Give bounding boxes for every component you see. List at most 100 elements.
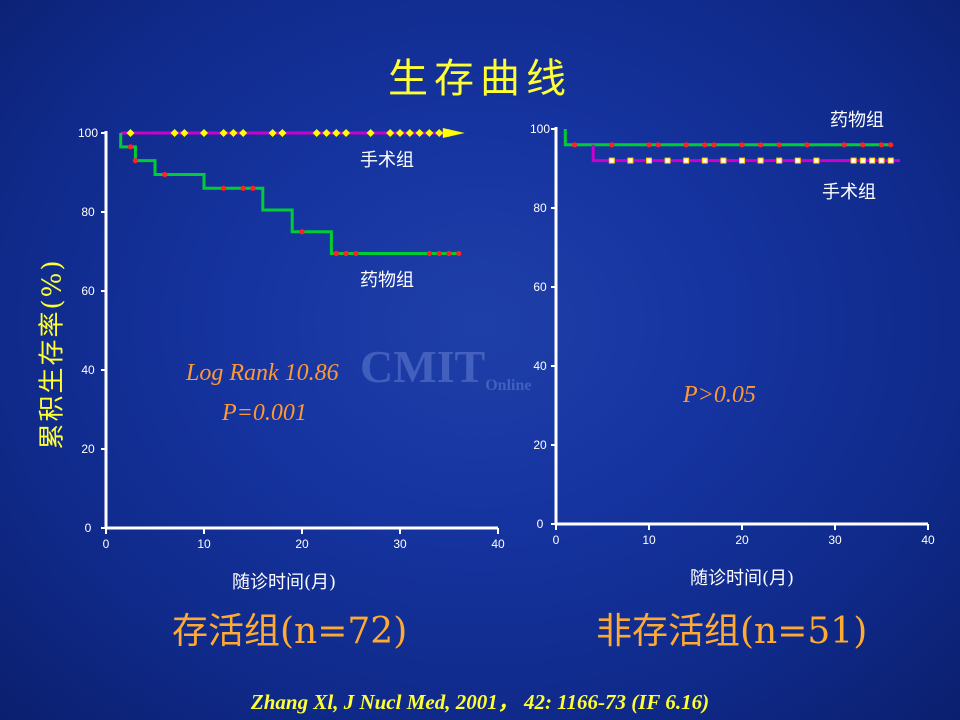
right-censor-mark: [702, 142, 708, 148]
right-censor-mark: [683, 142, 689, 148]
right-censor-mark: [813, 157, 820, 164]
right-censor-mark: [804, 142, 810, 148]
right-censor-mark: [859, 157, 866, 164]
right-censor-mark: [776, 142, 782, 148]
right-y-tick-label: 0: [537, 517, 544, 531]
left-censor-mark: [250, 185, 256, 191]
citation: Zhang Xl, J Nucl Med, 2001， 42: 1166-73 …: [250, 690, 710, 714]
left-y-tick-label: 100: [78, 126, 98, 140]
right-censor-mark: [887, 157, 894, 164]
right-censor-mark: [739, 142, 745, 148]
right-series-label-drug: 药物组: [830, 110, 884, 131]
page-title: 生存曲线: [388, 56, 572, 102]
right-x-tick-label: 20: [735, 533, 749, 547]
left-censor-mark: [229, 129, 238, 137]
left-censor-mark: [240, 185, 246, 191]
left-censor-mark: [405, 129, 414, 137]
left-censor-mark: [312, 129, 321, 137]
left-series-label-surgery: 手术组: [360, 150, 414, 171]
left-y-tick-label: 0: [85, 521, 92, 535]
right-y-tick-label: 60: [533, 280, 547, 294]
left-censor-mark: [180, 129, 189, 137]
left-y-tick-label: 60: [81, 284, 95, 298]
right-censor-mark: [757, 157, 764, 164]
right-censor-mark: [646, 157, 652, 164]
right-y-tick-label: 20: [533, 438, 547, 452]
left-censor-mark: [126, 129, 135, 137]
right-y-tick-label: 40: [533, 359, 547, 373]
right-censor-mark: [627, 157, 634, 164]
left-censor-mark: [436, 250, 442, 257]
right-censor-mark: [888, 142, 894, 148]
log-rank-annotation: Log Rank 10.86: [186, 360, 339, 386]
right-censor-mark: [720, 157, 727, 164]
right-series-label-surgery: 手术组: [822, 182, 876, 203]
right-censor-mark: [701, 157, 708, 164]
left-censor-mark: [239, 129, 248, 137]
left-series-line-1: [119, 133, 459, 255]
left-censor-mark: [219, 129, 228, 137]
left-censor-mark: [435, 129, 444, 137]
right-x-tick-label: 40: [921, 533, 935, 547]
right-censor-mark: [609, 142, 615, 148]
left-y-tick-label: 80: [81, 205, 95, 219]
right-censor-mark: [683, 157, 690, 164]
right-censor-mark: [841, 142, 847, 148]
left-x-tick-label: 0: [103, 537, 110, 551]
left-censor-mark: [396, 129, 404, 137]
left-censor-mark: [415, 129, 424, 137]
right-x-axis-label: 随诊时间(月): [690, 568, 795, 589]
right-censor-mark: [608, 157, 615, 164]
left-censor-mark: [200, 129, 208, 137]
left-censor-mark: [353, 250, 359, 257]
left-censor-mark: [162, 171, 168, 178]
right-censor-mark: [664, 157, 671, 164]
right-y-tick-label: 100: [530, 122, 550, 136]
right-x-tick-label: 30: [828, 533, 842, 547]
left-censor-mark: [343, 250, 349, 257]
right-censor-mark: [739, 157, 745, 164]
right-y-tick-label: 80: [533, 201, 547, 215]
right-censor-mark: [878, 142, 885, 148]
right-series-line-0: [563, 129, 891, 147]
right-x-tick-label: 0: [553, 533, 560, 547]
left-y-tick-label: 20: [81, 442, 95, 456]
left-censor-mark: [132, 158, 138, 164]
left-censor-mark: [299, 229, 305, 235]
right-x-tick-label: 10: [642, 533, 656, 547]
left-censor-mark: [278, 129, 287, 137]
right-censor-mark: [646, 142, 652, 148]
left-censor-mark: [425, 129, 434, 137]
right-censor-mark: [572, 142, 578, 148]
left-censor-mark: [268, 129, 277, 137]
left-x-tick-label: 30: [393, 537, 407, 551]
left-x-axis-label: 随诊时间(月): [232, 572, 337, 593]
right-censor-mark: [776, 157, 783, 164]
left-censor-mark: [446, 250, 452, 257]
right-censor-mark: [850, 157, 857, 164]
left-surgery-end-arrow: [442, 128, 465, 138]
left-censor-mark: [333, 250, 339, 257]
watermark: CMITOnline: [360, 341, 532, 394]
right-censor-mark: [655, 142, 661, 148]
left-y-tick-label: 40: [81, 363, 95, 377]
right-censor-mark: [878, 157, 885, 164]
left-censor-mark: [332, 129, 341, 137]
right-censor-mark: [860, 142, 866, 148]
left-censor-mark: [170, 129, 179, 137]
left-x-tick-label: 20: [295, 537, 309, 551]
left-censor-mark: [342, 129, 351, 137]
left-censor-mark: [221, 185, 227, 191]
right-censor-mark: [711, 142, 717, 148]
right-censor-mark: [869, 157, 876, 164]
left-censor-mark: [456, 250, 462, 257]
left-x-tick-label: 10: [197, 537, 211, 551]
right-censor-mark: [794, 157, 801, 164]
left-x-tick-label: 40: [491, 537, 505, 551]
left-censor-mark: [127, 144, 134, 150]
right-p-value: P>0.05: [683, 382, 756, 408]
right-censor-mark: [758, 142, 764, 148]
left-p-value: P=0.001: [222, 400, 307, 426]
right-group-label: 非存活组(n=51): [596, 611, 868, 652]
